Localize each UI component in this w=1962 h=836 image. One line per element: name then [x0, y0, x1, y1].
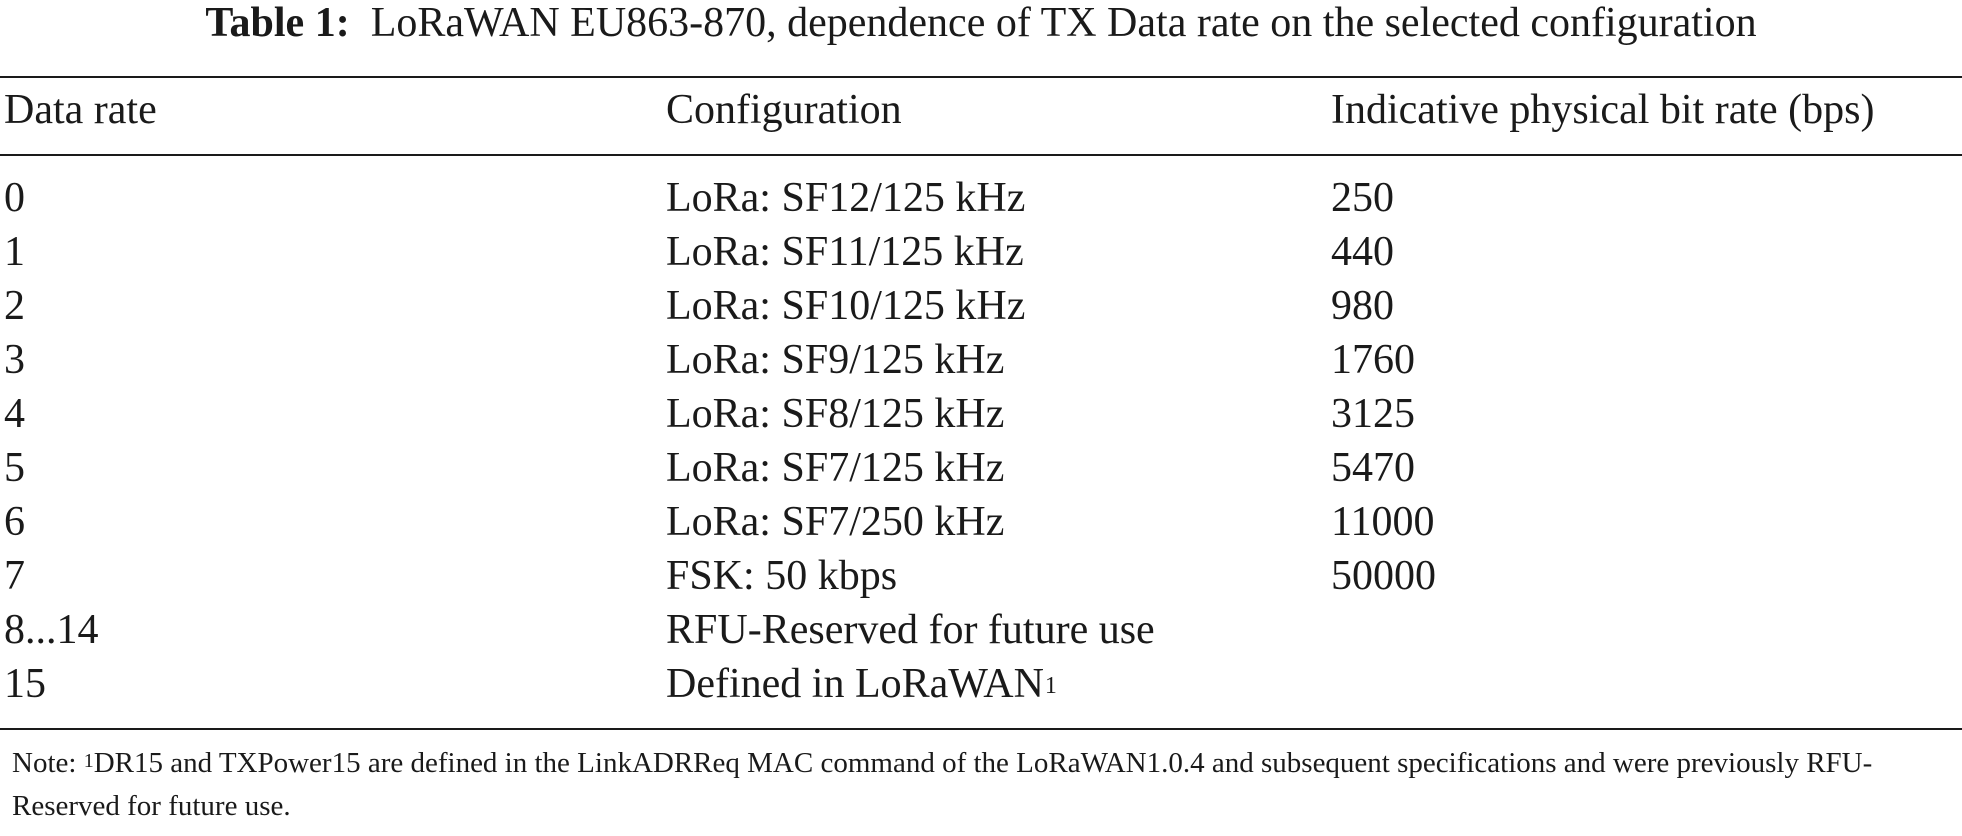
cell-data-rate: 15	[4, 661, 46, 707]
cell-bit-rate: 11000	[1331, 499, 1435, 545]
table-row: 15 Defined in LoRaWAN1	[0, 657, 1962, 711]
cell-configuration: LoRa: SF12/125 kHz	[666, 175, 1026, 221]
cell-bit-rate: 250	[1331, 175, 1394, 221]
table-row: 5 LoRa: SF7/125 kHz 5470	[0, 441, 1962, 495]
footnote-marker: 1	[1044, 673, 1057, 699]
cell-configuration: LoRa: SF11/125 kHz	[666, 229, 1024, 275]
caption-label: Table 1:	[205, 0, 350, 46]
table-caption: Table 1: LoRaWAN EU863-870, dependence o…	[0, 0, 1962, 46]
header-data-rate: Data rate	[4, 87, 157, 133]
cell-bit-rate: 50000	[1331, 553, 1436, 599]
header-bit-rate: Indicative physical bit rate (bps)	[1331, 87, 1875, 133]
table-row: 8...14 RFU-Reserved for future use	[0, 603, 1962, 657]
cell-data-rate: 0	[4, 175, 25, 221]
cell-configuration-text: Defined in LoRaWAN	[666, 661, 1044, 707]
cell-data-rate: 5	[4, 445, 25, 491]
table-row: 7 FSK: 50 kbps 50000	[0, 549, 1962, 603]
cell-configuration: LoRa: SF10/125 kHz	[666, 283, 1026, 329]
note-prefix: Note:	[12, 747, 84, 779]
table-row: 4 LoRa: SF8/125 kHz 3125	[0, 387, 1962, 441]
table-bottom-rule	[0, 728, 1962, 730]
cell-data-rate: 2	[4, 283, 25, 329]
cell-bit-rate: 3125	[1331, 391, 1415, 437]
cell-data-rate: 8...14	[4, 607, 99, 653]
cell-configuration: LoRa: SF7/250 kHz	[666, 499, 1005, 545]
cell-configuration: LoRa: SF8/125 kHz	[666, 391, 1005, 437]
cell-configuration: LoRa: SF9/125 kHz	[666, 337, 1005, 383]
cell-data-rate: 3	[4, 337, 25, 383]
cell-data-rate: 1	[4, 229, 25, 275]
table-top-rule	[0, 76, 1962, 78]
cell-configuration: Defined in LoRaWAN1	[666, 657, 1057, 711]
cell-configuration: FSK: 50 kbps	[666, 553, 898, 599]
cell-bit-rate: 5470	[1331, 445, 1415, 491]
cell-configuration: RFU-Reserved for future use	[666, 607, 1155, 653]
table-row: 0 LoRa: SF12/125 kHz 250	[0, 171, 1962, 225]
table-header-row: Data rate Configuration Indicative physi…	[0, 83, 1962, 137]
table-row: 3 LoRa: SF9/125 kHz 1760	[0, 333, 1962, 387]
table-row: 1 LoRa: SF11/125 kHz 440	[0, 225, 1962, 279]
cell-bit-rate: 1760	[1331, 337, 1415, 383]
cell-configuration: LoRa: SF7/125 kHz	[666, 445, 1005, 491]
cell-bit-rate: 980	[1331, 283, 1394, 329]
cell-data-rate: 7	[4, 553, 25, 599]
cell-data-rate: 4	[4, 391, 25, 437]
cell-bit-rate: 440	[1331, 229, 1394, 275]
cell-data-rate: 6	[4, 499, 25, 545]
header-configuration: Configuration	[666, 87, 902, 133]
note-text: DR15 and TXPower15 are defined in the Li…	[12, 747, 1873, 822]
note-footnote-marker: 1	[83, 750, 94, 772]
table-header-rule	[0, 154, 1962, 156]
table-note: Note: 1DR15 and TXPower15 are defined in…	[12, 742, 1957, 828]
caption-text: LoRaWAN EU863-870, dependence of TX Data…	[370, 0, 1757, 46]
table-row: 6 LoRa: SF7/250 kHz 11000	[0, 495, 1962, 549]
table-row: 2 LoRa: SF10/125 kHz 980	[0, 279, 1962, 333]
